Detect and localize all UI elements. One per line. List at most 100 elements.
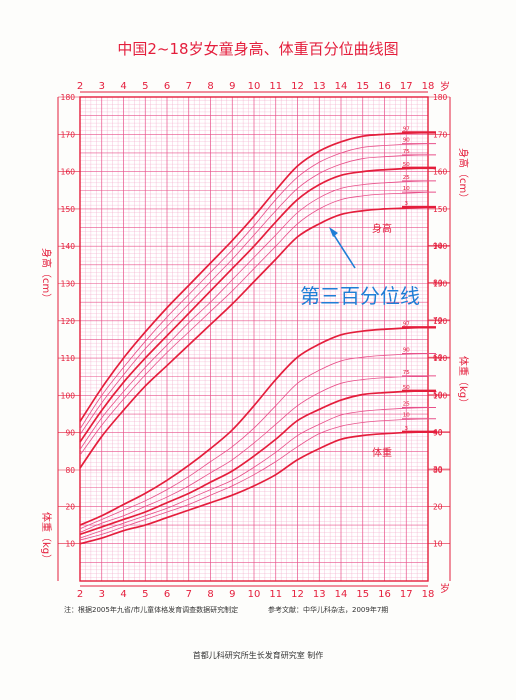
x-tick-label: 14 (335, 589, 348, 600)
x-tick-label: 16 (378, 589, 391, 600)
height-axis-label-left: 身高（cm） (40, 248, 53, 303)
annotation-arrow (331, 231, 356, 269)
annotation-text: 第三百分位线 (300, 284, 420, 308)
x-tick-label: 12 (291, 81, 304, 92)
x-tick-label: 5 (142, 81, 148, 92)
weight-line-p90 (79, 353, 429, 530)
height-tick-label: 120 (433, 317, 448, 326)
height-tick-label: 170 (61, 130, 76, 139)
height-tick-label: 160 (433, 168, 448, 177)
footer-producer: 首都儿科研究所生长发育研究室 制作 (193, 650, 324, 660)
height-tick-label: 80 (433, 466, 443, 475)
x-tick-label: 3 (99, 81, 105, 92)
weight-lines (79, 326, 436, 545)
height-line-p3 (79, 206, 429, 469)
height-pct-label-p50: 50 (403, 162, 410, 168)
height-tick-label: 100 (61, 391, 76, 400)
x-tick-label: 11 (269, 81, 282, 92)
x-tick-label: 8 (207, 81, 213, 92)
height-tick-label: 110 (61, 354, 76, 363)
weight-line-p10 (79, 418, 429, 541)
height-pct-label-p3: 3 (405, 201, 409, 207)
x-tick-label: 15 (356, 589, 369, 600)
x-tick-label: 6 (164, 589, 170, 600)
weight-tick-label: 60 (433, 353, 443, 362)
x-ticks-bottom: 2 3 4 5 6 7 8 9 10 11 12 13 14 15 16 17 18 (77, 589, 435, 600)
weight-pct-label-p90: 90 (403, 347, 410, 353)
height-tick-label: 170 (433, 130, 448, 139)
height-line-p50 (79, 167, 429, 443)
plot-frame (79, 96, 429, 582)
y-ticks-weight-right: 10 20 30 40 50 60 70 80 90 (428, 241, 450, 549)
weight-tick-label: 20 (65, 502, 75, 511)
x-tick-label: 17 (400, 81, 413, 92)
height-tick-label: 100 (433, 391, 448, 400)
x-tick-label: 2 (77, 81, 83, 92)
height-line-p10 (79, 191, 429, 456)
x-tick-label: 9 (229, 589, 235, 600)
y-ticks-height-right: 80 90 100 110 120 130 140 150 160 170 180 (428, 93, 450, 475)
weight-tick-label: 30 (433, 465, 443, 474)
x-tick-label: 7 (186, 81, 192, 92)
weight-line-p75 (79, 375, 429, 533)
height-tick-label: 180 (433, 93, 448, 102)
grid-major (79, 96, 429, 582)
weight-line-p25 (79, 407, 429, 539)
x-unit-bottom: 岁 (440, 582, 450, 595)
weight-tick-label: 10 (65, 540, 75, 549)
weight-pct-label-p10: 10 (403, 413, 410, 419)
height-line-p75 (79, 154, 429, 435)
x-tick-label: 13 (313, 589, 326, 600)
x-tick-label: 11 (269, 589, 282, 600)
x-tick-label: 15 (356, 81, 369, 92)
height-tick-label: 150 (433, 205, 448, 214)
x-tick-label: 3 (99, 589, 105, 600)
weight-axis-label-right: 体重（kg） (457, 356, 470, 408)
weight-series-label: 体重 (372, 446, 392, 459)
weight-tick-label: 40 (433, 428, 443, 437)
height-line-p90 (79, 143, 429, 430)
height-tick-label: 150 (61, 205, 76, 214)
x-tick-label: 10 (248, 81, 261, 92)
weight-tick-label: 80 (433, 279, 443, 288)
height-pct-label-p25: 25 (403, 175, 410, 181)
weight-tick-label: 20 (433, 502, 443, 511)
height-tick-label: 130 (61, 280, 76, 289)
height-tick-label: 120 (61, 317, 76, 326)
height-lines (79, 131, 436, 469)
annotation-arrowhead (329, 227, 338, 237)
weight-pct-label-p75: 75 (403, 370, 410, 376)
x-tick-label: 16 (378, 81, 391, 92)
weight-line-p3 (79, 430, 429, 545)
weight-tick-label: 50 (433, 391, 443, 400)
chart-title: 中国2~18岁女童身高、体重百分位曲线图 (117, 40, 398, 58)
x-tick-label: 9 (229, 81, 235, 92)
height-tick-label: 80 (65, 466, 75, 475)
x-tick-label: 13 (313, 81, 326, 92)
x-tick-label: 2 (77, 589, 83, 600)
footer-note: 注：根据2005年九省/市儿童体格发育调查数据研究制定 (64, 605, 238, 614)
height-tick-label: 160 (61, 168, 76, 177)
height-line-p25 (79, 180, 429, 450)
weight-line-p50 (79, 389, 429, 536)
x-tick-label: 18 (422, 81, 435, 92)
weight-pct-label-p50: 50 (403, 385, 410, 391)
weight-tick-label: 90 (433, 241, 443, 250)
weight-pct-label-p25: 25 (403, 402, 410, 408)
height-tick-label: 180 (61, 93, 76, 102)
x-tick-label: 7 (186, 589, 192, 600)
weight-pct-label-p3: 3 (405, 426, 409, 432)
x-unit-top: 岁 (440, 80, 450, 93)
x-tick-label: 5 (142, 589, 148, 600)
height-tick-label: 90 (433, 429, 443, 438)
height-pct-label-p75: 75 (403, 149, 410, 155)
height-tick-label: 140 (61, 242, 76, 251)
axis-frame (57, 91, 451, 587)
x-tick-label: 4 (120, 589, 126, 600)
weight-line-p97 (79, 326, 429, 526)
weight-tick-label: 70 (433, 316, 443, 325)
height-tick-label: 110 (433, 354, 448, 363)
x-tick-label: 10 (248, 589, 261, 600)
height-axis-label-right: 身高（cm） (457, 148, 470, 203)
